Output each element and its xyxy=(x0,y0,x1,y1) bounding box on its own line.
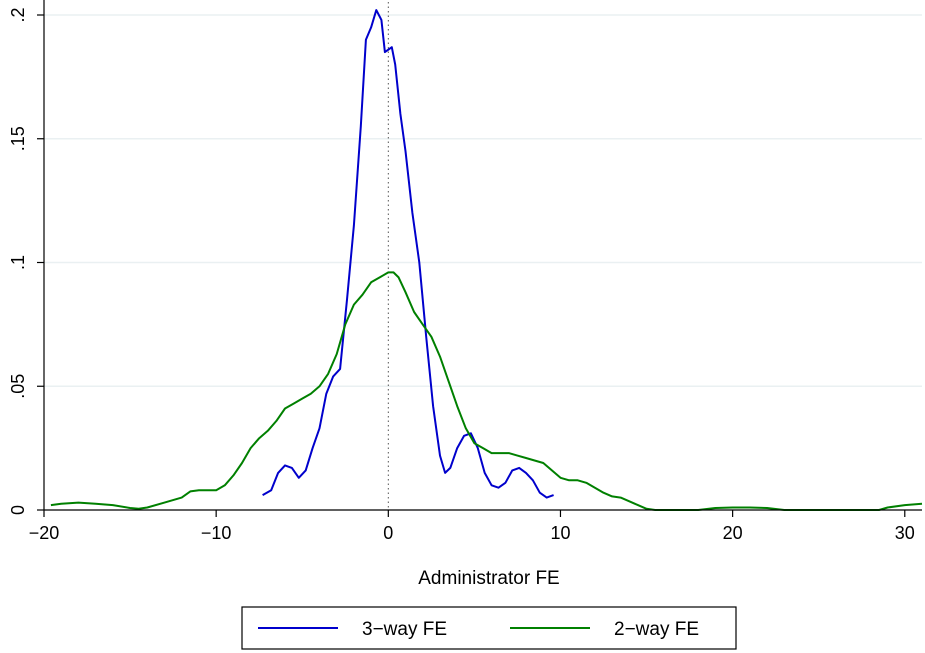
legend-label-2-way: 2−way FE xyxy=(614,619,699,640)
series-layer xyxy=(50,9,923,511)
x-tick-label-5: 30 xyxy=(895,523,915,543)
grid-lines xyxy=(44,14,922,388)
series-line-1 xyxy=(50,271,923,511)
x-axis-title: Administrator FE xyxy=(418,568,559,589)
y-tick-label-0: 0 xyxy=(8,505,28,515)
y-tick-label-4: .2 xyxy=(8,7,28,22)
x-tick-label-4: 20 xyxy=(723,523,743,543)
legend: 3−way FE 2−way FE xyxy=(241,606,737,650)
x-tick-label-2: 0 xyxy=(383,523,393,543)
y-tick-label-2: .1 xyxy=(8,255,28,270)
x-tick-label-0: −20 xyxy=(29,523,60,543)
legend-label-3-way: 3−way FE xyxy=(362,619,447,640)
x-tick-labels: −20 −10 0 10 20 30 xyxy=(29,523,915,543)
series-line-0 xyxy=(262,9,554,499)
axes-layer xyxy=(37,0,922,517)
x-tick-label-3: 10 xyxy=(550,523,570,543)
y-tick-labels: 0 .05 .1 .15 .2 xyxy=(8,7,28,515)
y-tick-label-1: .05 xyxy=(8,374,28,399)
x-tick-label-1: −10 xyxy=(201,523,232,543)
y-tick-label-3: .15 xyxy=(8,126,28,151)
